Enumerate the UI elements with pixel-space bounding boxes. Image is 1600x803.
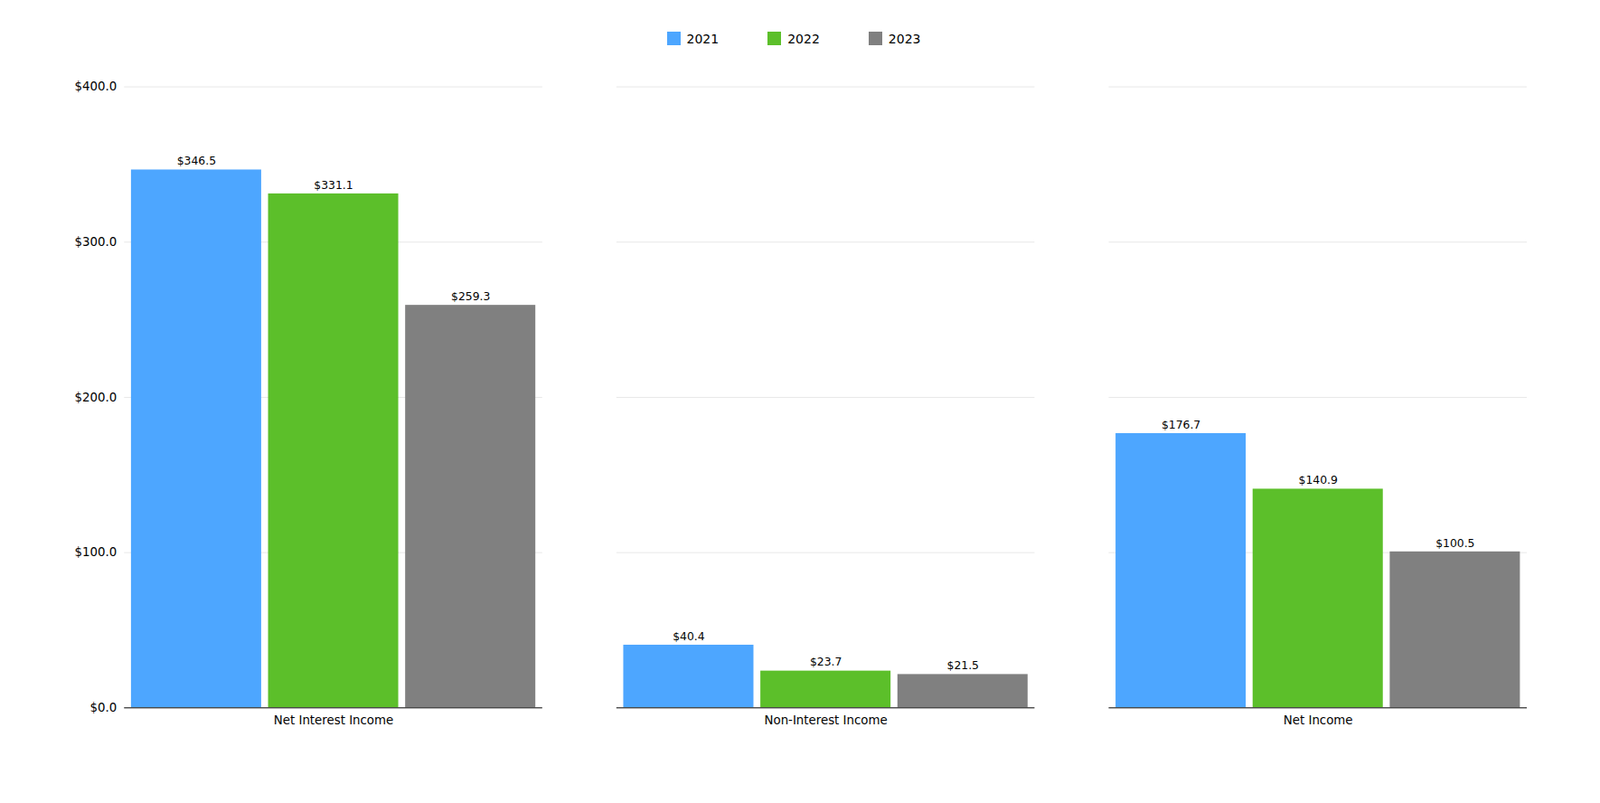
svg-text:$140.9: $140.9 bbox=[1298, 472, 1338, 487]
svg-text:$100.0: $100.0 bbox=[74, 545, 117, 559]
svg-text:$176.7: $176.7 bbox=[1161, 417, 1201, 432]
svg-text:Non-Interest Income: Non-Interest Income bbox=[764, 713, 888, 727]
svg-text:$400.0: $400.0 bbox=[74, 79, 117, 94]
svg-text:$200.0: $200.0 bbox=[74, 390, 117, 405]
svg-text:Net Interest Income: Net Interest Income bbox=[273, 713, 394, 727]
svg-text:Net Income: Net Income bbox=[1283, 713, 1354, 727]
svg-text:$21.5: $21.5 bbox=[947, 658, 979, 672]
svg-text:$0.0: $0.0 bbox=[89, 700, 117, 715]
svg-text:$100.5: $100.5 bbox=[1435, 536, 1475, 550]
html-text:2021: 2021 bbox=[686, 31, 719, 46]
html-text:2023: 2023 bbox=[888, 31, 921, 46]
html-text:2022: 2022 bbox=[787, 31, 820, 46]
svg-text:$259.3: $259.3 bbox=[451, 289, 490, 303]
svg-text:$346.5: $346.5 bbox=[177, 153, 217, 168]
svg-text:$23.7: $23.7 bbox=[809, 654, 842, 669]
svg-text:$40.4: $40.4 bbox=[672, 629, 706, 643]
svg-text:$300.0: $300.0 bbox=[74, 235, 117, 249]
svg-text:$331.1: $331.1 bbox=[313, 178, 353, 192]
